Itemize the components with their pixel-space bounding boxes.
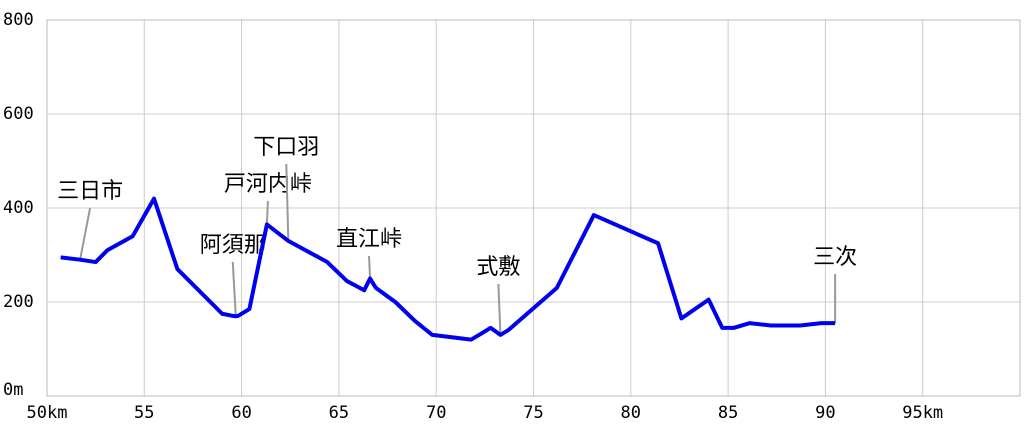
x-tick-label: 60	[231, 403, 251, 423]
x-tick-label: 85	[718, 403, 738, 423]
annotation-leader	[497, 283, 502, 335]
annotation-label: 阿須那	[200, 233, 266, 258]
y-tick-label: 800	[3, 10, 34, 30]
annotation-leader	[265, 200, 269, 225]
annotation-leader	[79, 207, 92, 260]
annotation-label: 下口羽	[253, 135, 319, 160]
annotation-leader	[368, 255, 372, 279]
y-tick-label: 0m	[3, 380, 23, 400]
annotation-leader	[231, 261, 237, 317]
annotation-label: 式敷	[476, 255, 520, 280]
y-tick-label: 400	[3, 198, 34, 218]
x-tick-label: 55	[134, 403, 154, 423]
plot-frame	[46, 19, 1021, 397]
annotation-label: 直江峠	[336, 227, 402, 252]
annotation-label: 戸河内峠	[224, 172, 312, 197]
annotation-label: 三日市	[57, 179, 123, 204]
x-tick-label: 80	[621, 403, 641, 423]
x-tick-label: 70	[426, 403, 446, 423]
annotation-leader	[285, 163, 290, 241]
annotation-label: 三次	[813, 245, 857, 270]
x-tick-label: 50km	[27, 403, 68, 423]
x-tick-label: 65	[329, 403, 349, 423]
elevation-line	[60, 196, 836, 342]
y-tick-label: 600	[3, 104, 34, 124]
x-tick-label: 90	[815, 403, 835, 423]
x-tick-label: 95km	[902, 403, 943, 423]
y-tick-label: 200	[3, 292, 34, 312]
x-tick-label: 75	[523, 403, 543, 423]
